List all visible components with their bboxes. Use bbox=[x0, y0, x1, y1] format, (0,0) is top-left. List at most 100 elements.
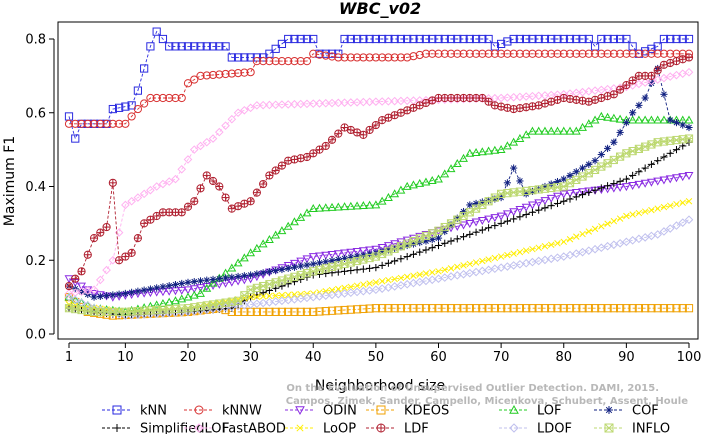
data-point bbox=[403, 273, 411, 281]
data-point bbox=[128, 288, 136, 296]
data-point bbox=[515, 304, 525, 313]
data-point bbox=[578, 164, 587, 172]
data-point bbox=[202, 283, 212, 292]
data-point bbox=[496, 212, 506, 221]
data-point bbox=[598, 223, 605, 230]
data-point bbox=[609, 49, 618, 58]
data-point bbox=[515, 92, 525, 102]
data-point bbox=[541, 204, 549, 212]
data-point bbox=[572, 49, 581, 58]
data-point bbox=[265, 268, 274, 276]
data-point bbox=[165, 42, 174, 51]
data-point bbox=[609, 90, 618, 99]
data-point bbox=[397, 274, 405, 282]
data-point bbox=[522, 34, 531, 44]
data-point bbox=[246, 103, 255, 113]
watermark-line-2: Campos, Zimek, Sander, Campello, Micenko… bbox=[286, 396, 688, 407]
data-point bbox=[121, 119, 130, 128]
data-point bbox=[540, 34, 550, 44]
data-point bbox=[321, 141, 330, 151]
data-point bbox=[353, 282, 361, 289]
x-tick-label: 60 bbox=[430, 350, 447, 365]
data-point bbox=[629, 211, 636, 218]
data-point bbox=[334, 268, 342, 276]
data-point bbox=[397, 255, 405, 263]
data-point bbox=[672, 146, 681, 154]
data-point bbox=[227, 114, 237, 124]
data-point bbox=[584, 304, 593, 313]
data-point bbox=[383, 242, 393, 251]
data-point bbox=[509, 208, 519, 217]
data-point bbox=[454, 263, 461, 271]
data-point bbox=[152, 93, 161, 103]
data-point bbox=[547, 34, 556, 44]
data-point bbox=[145, 301, 155, 310]
data-point bbox=[428, 304, 437, 313]
data-point bbox=[416, 248, 424, 256]
data-point bbox=[628, 115, 638, 124]
data-point bbox=[459, 153, 468, 162]
data-point bbox=[672, 57, 681, 66]
data-point bbox=[516, 248, 524, 256]
data-point bbox=[384, 304, 393, 313]
data-point bbox=[277, 161, 287, 170]
data-point bbox=[259, 293, 267, 300]
data-point bbox=[315, 145, 324, 154]
data-point bbox=[109, 291, 117, 299]
legend: kNN kNNW ODIN KDEOS LOF COFSimplifiedLOFFastA… bbox=[102, 404, 670, 434]
data-point bbox=[603, 34, 612, 44]
data-point bbox=[390, 189, 400, 198]
data-point bbox=[421, 49, 431, 58]
data-point bbox=[553, 304, 562, 313]
data-point bbox=[159, 283, 167, 291]
data-point bbox=[510, 164, 518, 172]
data-point bbox=[377, 196, 387, 205]
data-point bbox=[133, 104, 142, 114]
data-point bbox=[578, 122, 587, 131]
data-point bbox=[359, 265, 367, 273]
data-point bbox=[352, 287, 362, 297]
data-point bbox=[622, 304, 631, 313]
data-point bbox=[471, 147, 481, 156]
data-point bbox=[622, 118, 630, 127]
data-point bbox=[340, 53, 349, 62]
data-point bbox=[659, 227, 669, 236]
data-point bbox=[578, 191, 587, 199]
data-point bbox=[140, 64, 149, 73]
data-point bbox=[590, 49, 600, 58]
legend-item-inflo: INFLO bbox=[594, 422, 670, 434]
y-tick-label: 0.2 bbox=[25, 254, 46, 269]
data-point bbox=[616, 128, 624, 137]
data-point bbox=[547, 241, 555, 248]
data-point bbox=[490, 49, 499, 58]
data-point bbox=[478, 49, 487, 58]
data-point bbox=[659, 49, 669, 58]
data-point bbox=[610, 138, 618, 146]
data-point bbox=[152, 300, 162, 309]
data-point bbox=[146, 42, 155, 51]
series-fastabod bbox=[64, 67, 694, 298]
data-point bbox=[89, 119, 99, 128]
data-point bbox=[540, 304, 550, 313]
legend-marker bbox=[112, 405, 122, 415]
data-point bbox=[628, 182, 638, 191]
data-point bbox=[202, 71, 211, 80]
data-point bbox=[391, 275, 398, 283]
data-point bbox=[603, 112, 613, 121]
data-point bbox=[540, 91, 550, 100]
data-point bbox=[297, 262, 305, 270]
data-point bbox=[252, 299, 262, 309]
data-point bbox=[265, 171, 274, 180]
data-point bbox=[202, 171, 211, 180]
series-line-lof bbox=[68, 115, 689, 313]
data-point bbox=[265, 100, 274, 110]
data-point bbox=[684, 215, 694, 224]
data-point bbox=[585, 188, 593, 196]
data-point bbox=[466, 230, 474, 239]
data-point bbox=[321, 251, 331, 260]
data-point bbox=[678, 34, 687, 44]
data-point bbox=[71, 119, 80, 128]
data-point bbox=[352, 248, 362, 257]
data-point bbox=[309, 260, 317, 268]
data-point bbox=[421, 34, 431, 44]
